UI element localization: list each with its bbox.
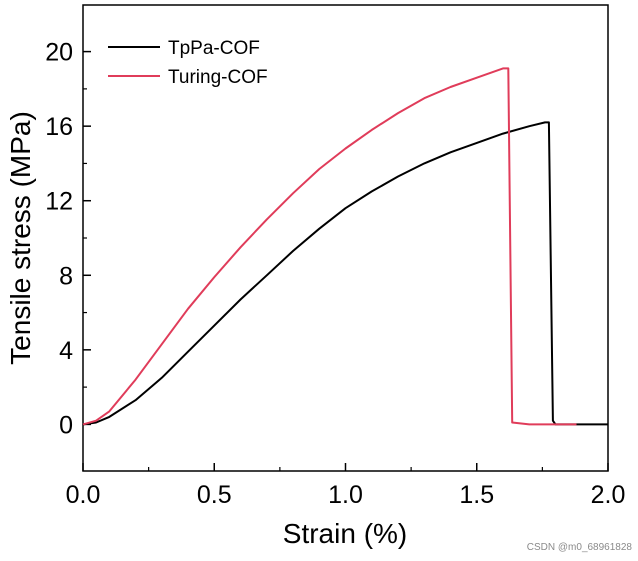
x-tick-label: 1.0 [328,481,363,509]
axis-tick-labels: 0.0 0.5 1.0 1.5 2.0 0 4 8 12 16 20 [45,39,625,509]
plot-frame [82,4,609,472]
legend: TpPa-COF Turing-COF [108,38,268,88]
series-line-turing-cof [82,67,577,426]
x-tick-label: 1.5 [459,481,494,509]
x-tick-label: 0.0 [66,481,101,509]
x-tick-label: 2.0 [591,481,626,509]
x-tick-label: 0.5 [197,481,232,509]
y-tick-label: 4 [59,337,73,365]
y-tick-label: 20 [45,39,73,67]
data-series [82,67,608,426]
legend-label: TpPa-COF [168,38,260,59]
series-line-tppa-cof [82,121,608,426]
y-axis-label: Tensile stress (MPa) [5,111,36,365]
watermark: CSDN @m0_68961828 [526,542,632,553]
y-tick-label: 12 [45,188,73,216]
y-tick-label: 0 [59,411,73,439]
axis-ticks [82,50,609,471]
x-axis-label: Strain (%) [283,518,407,549]
y-tick-label: 8 [59,262,73,290]
y-tick-label: 16 [45,113,73,141]
legend-label: Turing-COF [168,67,268,88]
